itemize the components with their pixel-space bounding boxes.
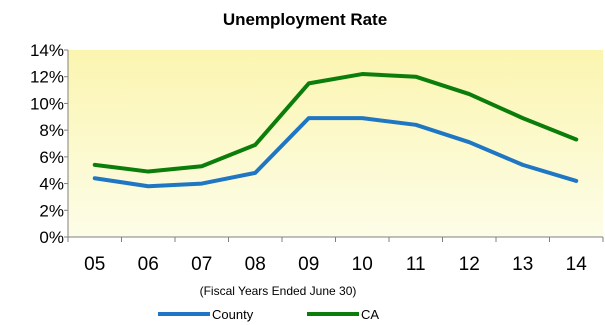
- x-axis: 05 06 07 08 09 10 11 12 13 14: [67, 236, 604, 275]
- y-tick-label: 2%: [39, 201, 64, 220]
- chart-title: Unemployment Rate: [223, 10, 387, 29]
- x-tick-label: 11: [406, 254, 426, 275]
- legend-label-county: County: [212, 307, 254, 322]
- x-tick-label: 07: [191, 254, 212, 275]
- series-layer: [92, 72, 579, 189]
- x-tick-label: 10: [352, 254, 373, 275]
- x-tick-label: 13: [512, 254, 533, 275]
- y-tick-label: 14%: [30, 41, 64, 60]
- y-tick-label: 10%: [30, 94, 64, 113]
- y-tick-label: 12%: [30, 68, 64, 87]
- x-axis-label: (Fiscal Years Ended June 30): [200, 284, 357, 298]
- x-tick-label: 14: [566, 254, 588, 275]
- x-tick-label: 05: [84, 254, 105, 275]
- y-tick-label: 8%: [39, 121, 64, 140]
- x-tick-label: 12: [459, 254, 480, 275]
- y-tick-label: 4%: [39, 175, 64, 194]
- y-tick-label: 6%: [39, 148, 64, 167]
- legend-label-ca: CA: [361, 307, 379, 322]
- series-line-county: [92, 116, 579, 189]
- y-axis: 0% 2% 4% 6% 8% 10% 12% 14%: [30, 41, 69, 247]
- x-tick-label: 09: [298, 254, 319, 275]
- y-tick-label: 0%: [39, 228, 64, 247]
- legend: County CA: [158, 307, 379, 322]
- plot-area: [68, 50, 603, 237]
- series-line-ca: [92, 72, 579, 174]
- x-tick-label: 08: [245, 254, 266, 275]
- x-tick-label: 06: [138, 254, 159, 275]
